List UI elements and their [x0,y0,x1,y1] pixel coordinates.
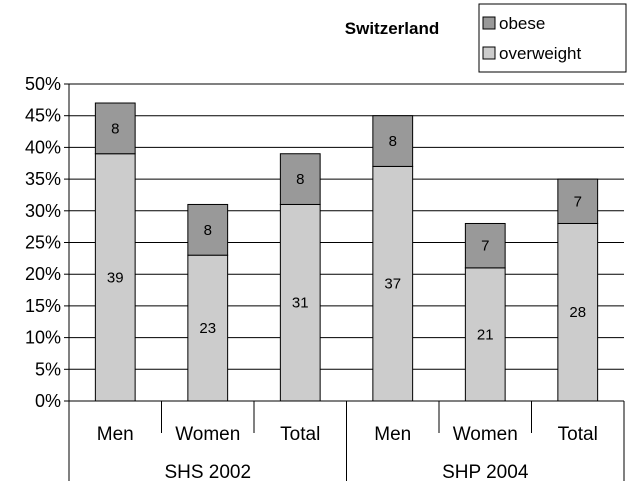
y-tick-label: 0% [35,391,61,411]
data-label-overweight: 21 [477,326,494,343]
y-tick-label: 10% [25,328,61,348]
bar-obese [464,222,506,269]
bar-obese [279,153,321,205]
bar-obese [94,102,136,155]
data-label-overweight: 23 [199,320,216,337]
legend-label-overweight: overweight [499,44,581,63]
y-axis-tick-labels: 0% 5% 10% 15% 20% 25% 30% 35% 40% 45% 50% [25,74,61,411]
legend-label-obese: obese [499,14,545,33]
x-category-label: Men [374,424,411,445]
y-tick-label: 25% [25,233,61,253]
data-label-overweight: 31 [292,295,309,312]
y-tick-label: 5% [35,359,61,379]
y-tick-label: 15% [25,296,61,316]
x-category-label: Men [97,424,134,445]
y-tick-label: 50% [25,74,61,94]
bar-obese [372,115,414,167]
data-label-obese: 7 [574,193,582,210]
bar-overweight [464,267,506,402]
y-tick-label: 40% [25,137,61,157]
x-category-label: Total [280,424,320,445]
x-axis-group-labels: SHS 2002 SHP 2004 [164,462,528,482]
x-category-label: Women [175,424,240,445]
data-label-obese: 8 [296,171,304,188]
x-category-label: Total [558,424,598,445]
chart-title: Switzerland [345,19,439,38]
bar-obese [557,178,599,224]
data-label-obese: 8 [389,133,397,150]
axes [64,83,625,481]
x-group-label: SHP 2004 [442,462,529,482]
data-label-obese: 8 [204,222,212,239]
bar-overweight [94,153,136,402]
data-label-obese: 8 [111,120,119,137]
data-label-overweight: 37 [384,276,401,293]
bar-overweight [557,222,599,402]
x-group-label: SHS 2002 [164,462,251,482]
y-tick-label: 20% [25,264,61,284]
legend-box [478,3,627,73]
y-tick-label: 30% [25,201,61,221]
bar-obese [187,203,229,256]
y-tick-label: 35% [25,169,61,189]
y-tick-label: 45% [25,106,61,126]
data-label-overweight: 39 [107,269,124,286]
data-label-obese: 7 [481,238,489,255]
x-axis-category-labels: Men Women Total Men Women Total [97,424,598,445]
legend-swatch-obese [482,16,496,30]
legend: obese overweight [478,3,627,73]
bar-overweight [279,203,321,402]
data-label-overweight: 28 [569,304,586,321]
gridlines [69,83,624,370]
bars: 39 8 23 8 31 8 37 8 21 7 28 7 [94,102,599,402]
x-category-label: Women [453,424,518,445]
legend-swatch-overweight [482,46,496,60]
